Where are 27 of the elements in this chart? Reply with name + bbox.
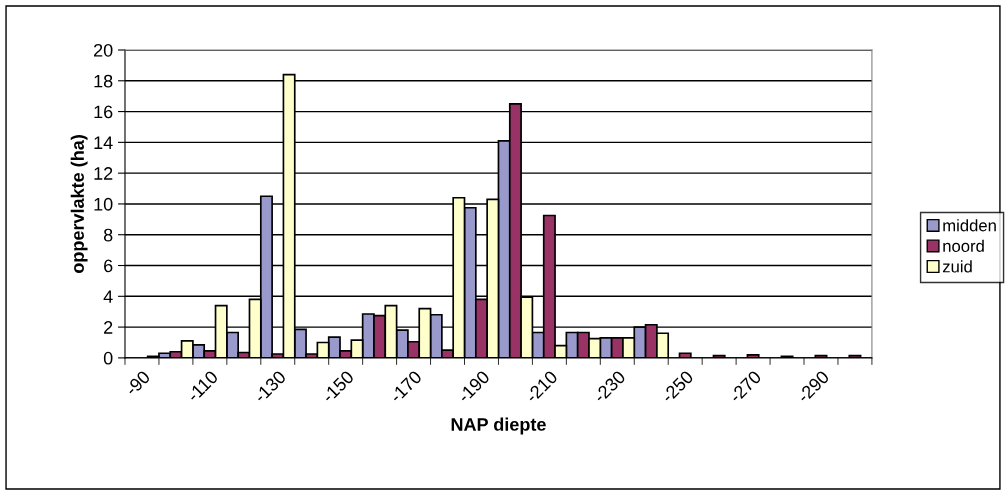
x-tick-label: -110 bbox=[186, 369, 219, 403]
x-tick-label: -150 bbox=[321, 369, 355, 404]
x-tick-label: -250 bbox=[660, 369, 695, 404]
y-tick-label: 8 bbox=[103, 228, 113, 242]
y-tick-label: 18 bbox=[94, 74, 113, 88]
legend-label: noord bbox=[943, 239, 984, 252]
y-tick-label: 0 bbox=[103, 351, 113, 365]
x-tick-label: -170 bbox=[388, 369, 423, 404]
x-tick-label: -230 bbox=[592, 369, 627, 404]
y-tick-label: 14 bbox=[94, 136, 113, 149]
x-tick-label: -290 bbox=[796, 369, 830, 404]
legend-label: midden bbox=[943, 219, 996, 232]
y-tick-label: 10 bbox=[94, 197, 113, 211]
x-tick-label: -190 bbox=[456, 369, 491, 404]
y-tick-label: 20 bbox=[94, 43, 113, 57]
x-tick-label: -90 bbox=[124, 369, 151, 397]
x-axis-title: NAP diepte bbox=[451, 417, 546, 435]
y-axis-title: oppervlakte (ha) bbox=[70, 135, 88, 273]
y-tick-label: 4 bbox=[103, 290, 113, 303]
y-tick-label: 2 bbox=[104, 321, 113, 334]
y-tick-label: 12 bbox=[94, 167, 113, 180]
legend-label: zuid bbox=[942, 260, 972, 273]
x-tick-label: -270 bbox=[728, 369, 762, 404]
y-tick-label: 6 bbox=[104, 259, 113, 273]
x-tick-label: -210 bbox=[524, 369, 559, 404]
x-tick-label: -130 bbox=[253, 369, 287, 404]
y-tick-label: 16 bbox=[94, 105, 113, 119]
